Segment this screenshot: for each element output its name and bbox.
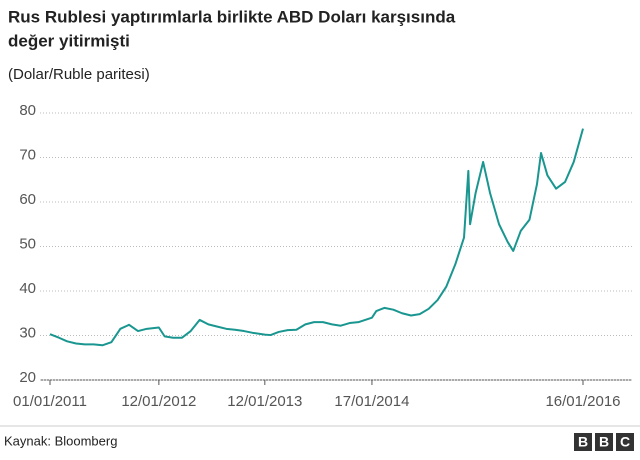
- logo-letter: B: [578, 434, 588, 450]
- price-line: [49, 128, 584, 347]
- logo-block: [574, 433, 592, 451]
- logo-letter: C: [620, 434, 630, 450]
- chart-title: değer yitirmişti: [8, 31, 130, 50]
- x-tick-label: 16/01/2016: [545, 393, 620, 410]
- y-tick-label: 20: [19, 369, 36, 386]
- chart-subtitle: (Dolar/Ruble paritesi): [8, 66, 150, 83]
- logo-block: [595, 433, 613, 451]
- x-tick-label: 17/01/2014: [334, 393, 409, 410]
- source: Kaynak: Bloomberg: [4, 433, 117, 448]
- chart-title: Rus Rublesi yaptırımlarla birlikte ABD D…: [8, 7, 456, 26]
- y-tick-label: 50: [19, 235, 36, 252]
- logo: B B C: [574, 433, 634, 451]
- y-tick-label: 40: [19, 280, 36, 297]
- y-tick-label: 60: [19, 191, 36, 208]
- y-tick-label: 80: [19, 102, 36, 119]
- logo-letter: B: [599, 434, 609, 450]
- y-tick-label: 70: [19, 146, 36, 163]
- logo-block: [616, 433, 634, 451]
- x-tick-label: 12/01/2012: [121, 393, 196, 410]
- y-tick-label: 30: [19, 324, 36, 341]
- x-tick-label: 12/01/2013: [227, 393, 302, 410]
- x-tick-label: 01/01/2011: [13, 393, 87, 410]
